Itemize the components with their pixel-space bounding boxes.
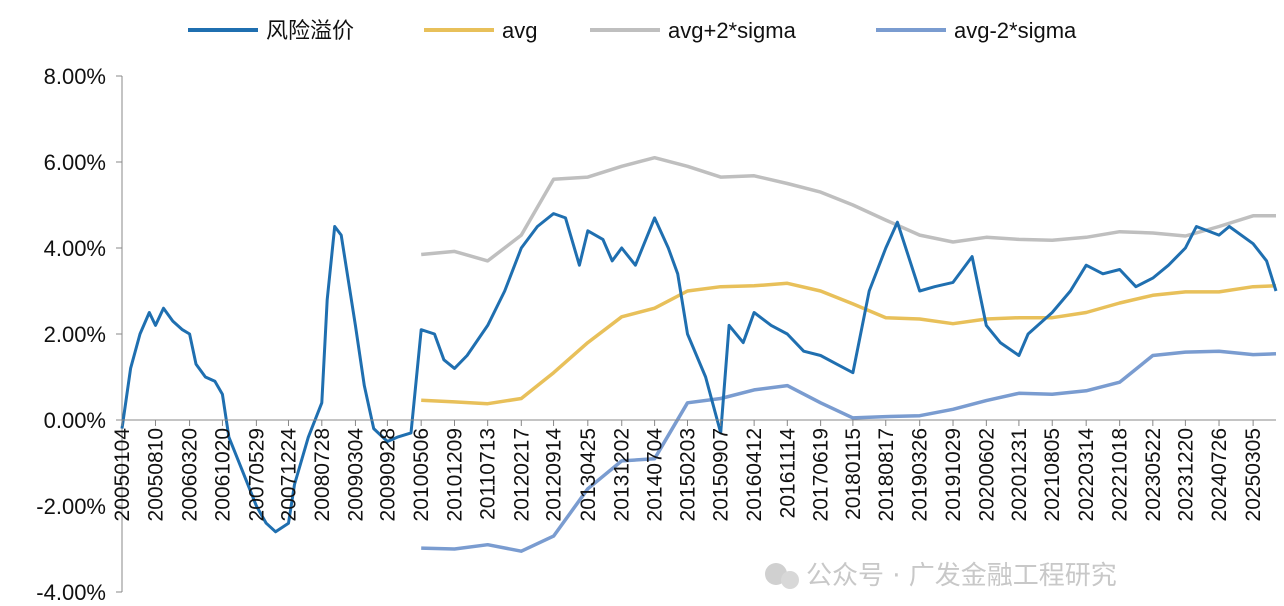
x-tick-label: 20080728 <box>311 428 334 521</box>
x-tick-label: 20180817 <box>875 428 898 521</box>
legend-label: avg+2*sigma <box>668 18 797 43</box>
legend-label: 风险溢价 <box>266 18 354 43</box>
x-tick-label: 20250305 <box>1242 428 1265 521</box>
x-tick-label: 20070529 <box>245 428 268 521</box>
x-tick-label: 20120217 <box>510 428 533 521</box>
x-tick-label: 20190326 <box>909 428 932 521</box>
x-tick-label: 20240726 <box>1208 428 1231 521</box>
x-tick-label: 20150203 <box>677 428 700 521</box>
x-tick-label: 20050104 <box>111 428 134 522</box>
legend-label: avg-2*sigma <box>954 18 1077 43</box>
x-tick-label: 20220314 <box>1075 428 1098 522</box>
x-tick-label: 20120914 <box>543 428 566 522</box>
watermark-text: 公众号 · 广发金融工程研究 <box>806 561 1117 591</box>
y-axis: 8.00% 6.00% 4.00% 2.00% 0.00% -2.00% -4.00% <box>36 64 123 605</box>
series-line-3 <box>421 349 1277 553</box>
x-tick-label: 20210805 <box>1041 428 1064 521</box>
x-tick-label: 20071224 <box>278 428 301 522</box>
x-tick-label: 20150907 <box>710 428 733 521</box>
x-tick-label: 20170619 <box>810 428 833 521</box>
x-tick-label: 20090928 <box>376 428 399 521</box>
x-tick-label: 20180115 <box>842 428 865 520</box>
series-line-0 <box>120 212 1278 534</box>
x-tick-label: 20110713 <box>477 428 500 520</box>
x-tick-label: 20201231 <box>1008 428 1031 521</box>
series-line-2 <box>421 155 1276 263</box>
x-tick-label: 20100506 <box>410 428 433 521</box>
x-axis: 20050104 20050810 20060320 20061020 20070529… <box>111 419 1276 522</box>
y-tick-label: 8.00% <box>44 64 106 89</box>
y-tick-label: 2.00% <box>44 322 106 347</box>
x-tick-label: 20140704 <box>644 428 667 522</box>
wechat-icon-small <box>781 571 799 589</box>
x-tick-label: 20191029 <box>942 428 965 521</box>
x-tick-label: 20061020 <box>211 428 234 521</box>
y-tick-label: 4.00% <box>44 236 106 261</box>
x-tick-label: 20060320 <box>179 428 202 521</box>
x-tick-label: 20130425 <box>577 428 600 521</box>
x-tick-label: 20160412 <box>743 428 766 521</box>
x-tick-label: 20090304 <box>344 428 367 522</box>
x-tick-label: 20131202 <box>611 428 634 521</box>
y-tick-label: 6.00% <box>44 150 106 175</box>
x-tick-label: 20050810 <box>145 428 168 521</box>
series-layer <box>120 155 1278 553</box>
x-tick-label: 20101209 <box>444 428 467 521</box>
y-tick-label: -2.00% <box>36 494 106 519</box>
y-tick-label: -4.00% <box>36 580 106 605</box>
x-tick-label: 20221018 <box>1109 428 1132 521</box>
legend-label: avg <box>502 18 537 43</box>
x-tick-label: 20230522 <box>1142 428 1165 521</box>
x-tick-label: 20161114 <box>776 428 799 519</box>
y-tick-label: 0.00% <box>44 408 106 433</box>
x-tick-label: 20200602 <box>975 428 998 521</box>
legend: 风险溢价 avg avg+2*sigma avg-2*sigma <box>188 18 1077 43</box>
watermark: 公众号 · 广发金融工程研究 <box>765 561 1117 591</box>
x-tick-label: 20231220 <box>1174 428 1197 521</box>
series-line-1 <box>421 281 1277 406</box>
